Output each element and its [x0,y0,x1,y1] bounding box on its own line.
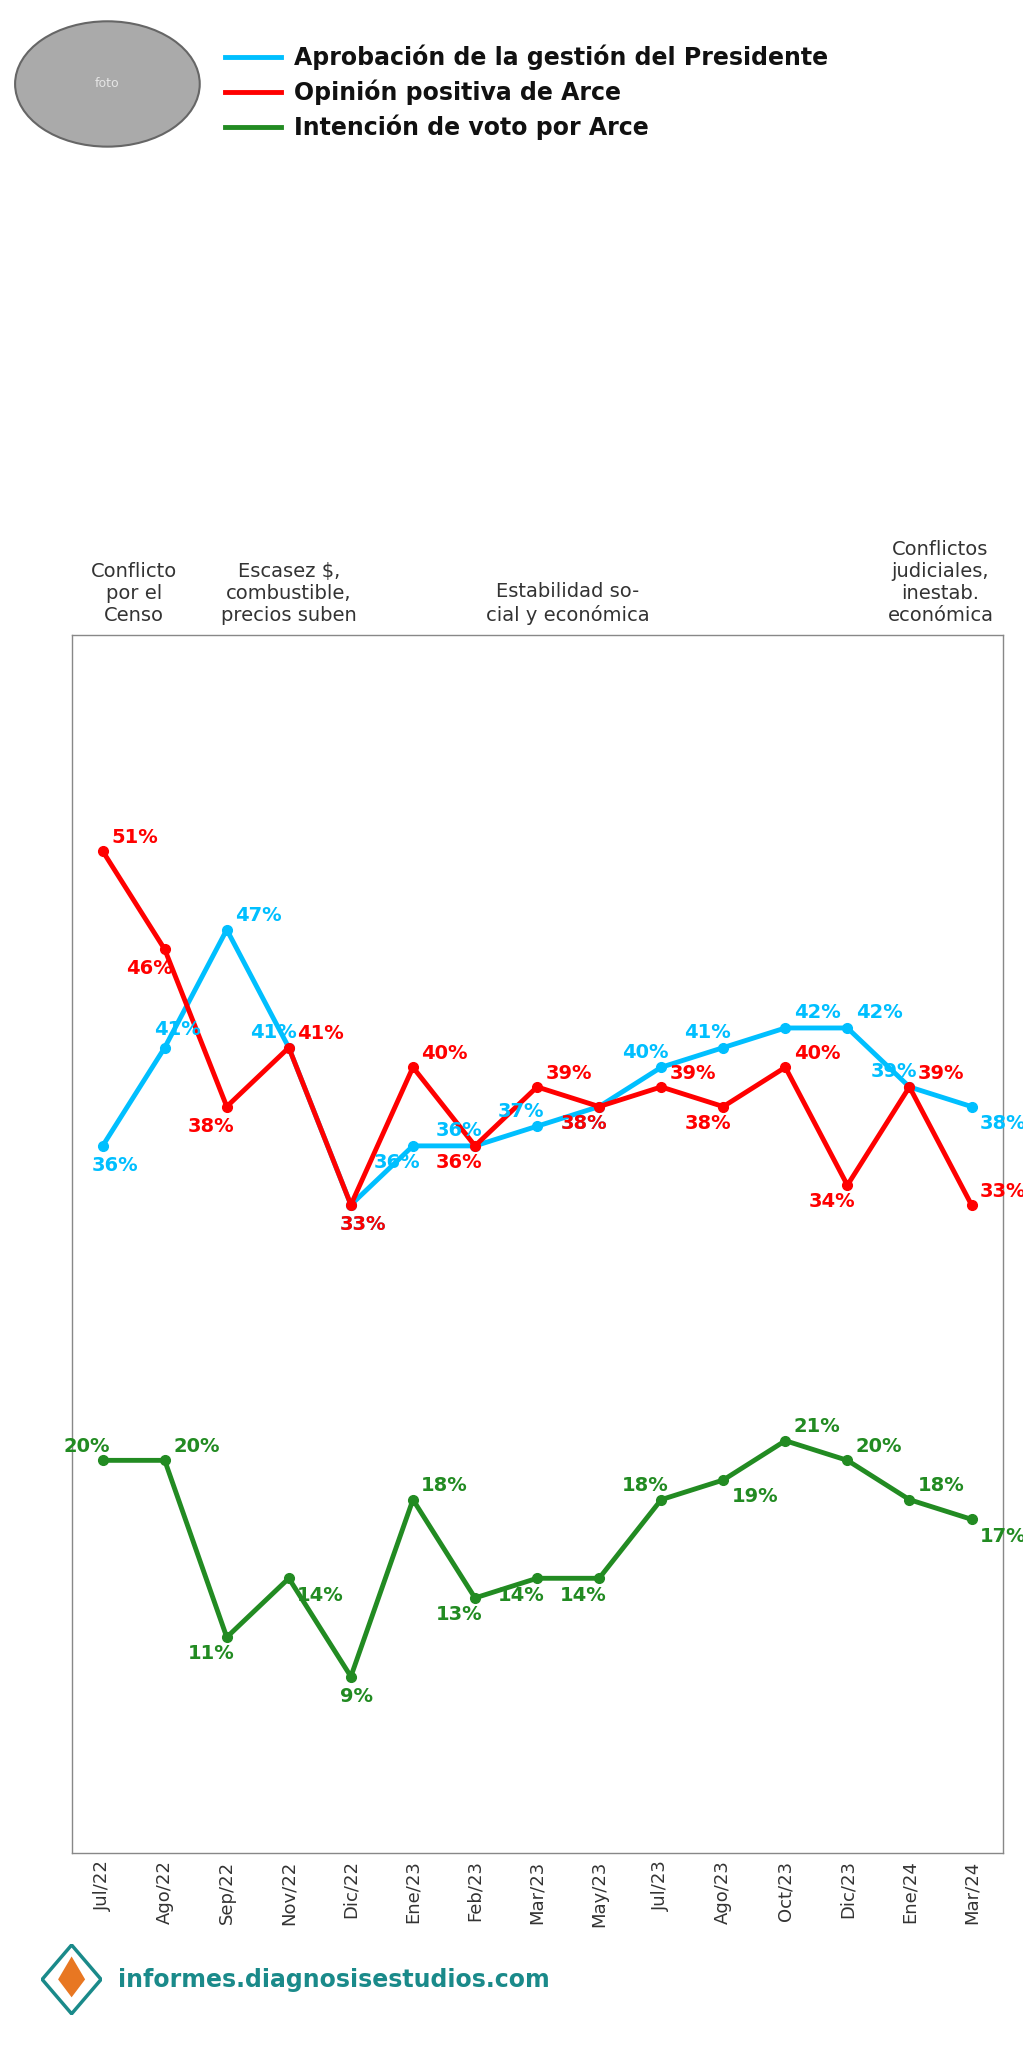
Text: Escasez $,
combustible,
precios suben: Escasez $, combustible, precios suben [221,561,357,625]
Text: 41%: 41% [250,1022,297,1042]
Text: 34%: 34% [808,1192,855,1212]
Ellipse shape [15,20,199,147]
Text: 41%: 41% [153,1020,201,1038]
Text: 36%: 36% [374,1153,420,1171]
Text: Intención de voto por Arce: Intención de voto por Arce [294,115,649,139]
Text: Opinión positiva de Arce: Opinión positiva de Arce [294,80,621,104]
Text: 17%: 17% [980,1526,1023,1546]
Text: 47%: 47% [235,907,281,926]
Text: 40%: 40% [421,1044,468,1063]
Text: 21%: 21% [794,1417,841,1436]
Text: 39%: 39% [918,1063,965,1083]
Polygon shape [58,1956,85,1997]
Text: 37%: 37% [498,1102,544,1120]
Text: 40%: 40% [794,1044,840,1063]
Text: 14%: 14% [561,1585,607,1604]
Text: Conflicto
por el
Censo: Conflicto por el Censo [91,561,177,625]
Text: 38%: 38% [561,1114,607,1133]
Text: 39%: 39% [669,1063,716,1083]
Text: 18%: 18% [622,1477,669,1495]
Text: 38%: 38% [188,1116,234,1135]
Text: 39%: 39% [871,1063,917,1081]
Text: 36%: 36% [436,1120,483,1141]
Text: 14%: 14% [498,1585,545,1604]
Text: 38%: 38% [684,1114,731,1133]
Text: 20%: 20% [173,1438,220,1456]
Text: 42%: 42% [794,1004,841,1022]
Text: 41%: 41% [684,1022,731,1042]
Text: 11%: 11% [188,1645,234,1663]
Text: Aprobación de la gestión del Presidente: Aprobación de la gestión del Presidente [294,45,828,70]
Text: 20%: 20% [63,1438,110,1456]
Text: 14%: 14% [297,1585,344,1604]
Text: Estabilidad so-
cial y económica: Estabilidad so- cial y económica [486,582,650,625]
Text: informes.diagnosisestudios.com: informes.diagnosisestudios.com [118,1968,549,1993]
Text: 38%: 38% [980,1114,1023,1133]
Text: 46%: 46% [126,958,173,979]
Text: 38%: 38% [561,1114,607,1133]
Text: 39%: 39% [545,1063,592,1083]
Text: 33%: 33% [980,1182,1023,1200]
Text: 33%: 33% [340,1214,387,1233]
Text: 41%: 41% [297,1024,344,1042]
Text: Conflictos
judiciales,
inestab.
económica: Conflictos judiciales, inestab. económic… [888,539,993,625]
Text: foto: foto [95,78,120,90]
Text: 9%: 9% [340,1688,372,1706]
Text: 40%: 40% [622,1042,669,1061]
Text: 51%: 51% [110,827,158,846]
Text: 19%: 19% [731,1487,779,1505]
Text: 42%: 42% [855,1004,902,1022]
Text: 20%: 20% [855,1438,902,1456]
Text: 36%: 36% [436,1153,483,1171]
Text: 13%: 13% [436,1606,483,1624]
Text: 33%: 33% [340,1214,387,1233]
Text: 36%: 36% [91,1155,138,1176]
Text: 18%: 18% [421,1477,469,1495]
Text: 18%: 18% [918,1477,965,1495]
